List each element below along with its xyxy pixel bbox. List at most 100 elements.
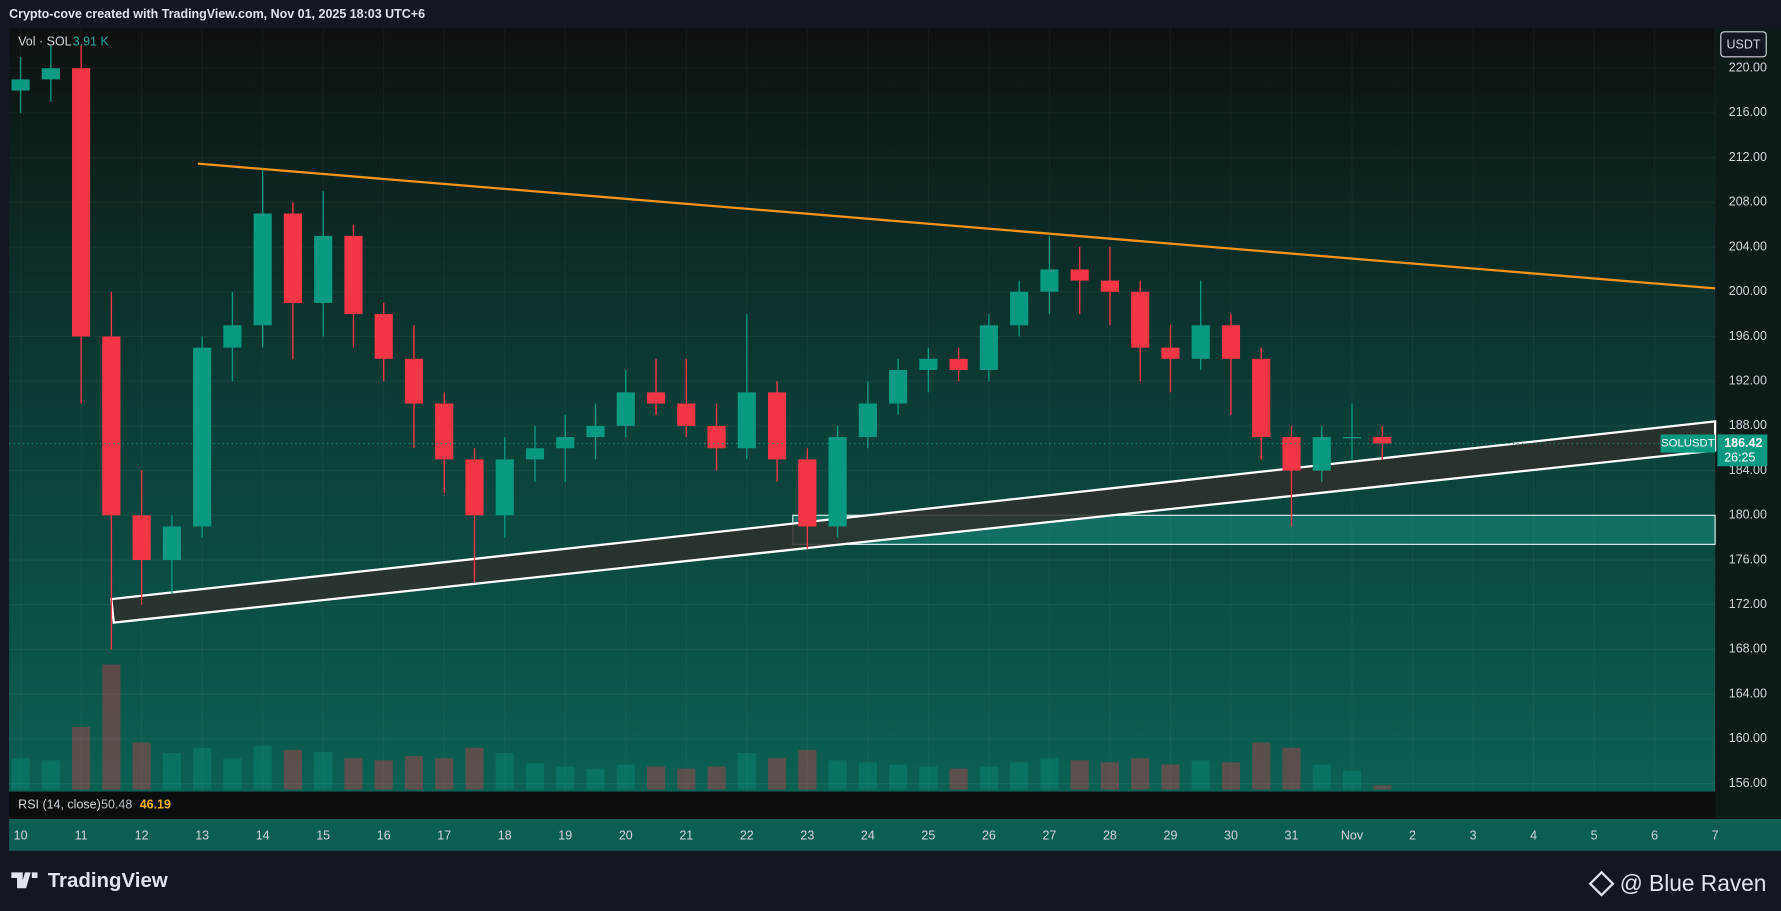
countdown: 26:25: [1724, 451, 1755, 465]
candle-body: [11, 79, 30, 91]
x-tick-label: 6: [1651, 828, 1658, 842]
volume-bar: [465, 747, 484, 790]
x-tick-label: 28: [1103, 828, 1117, 842]
currency-box[interactable]: [1720, 31, 1767, 58]
y-tick-label: 184.00: [1729, 463, 1767, 477]
volume-bar: [1342, 770, 1362, 790]
y-tick-label: 156.00: [1729, 776, 1767, 790]
price-axis: [1715, 28, 1781, 819]
candle-body: [465, 459, 484, 516]
volume-bar: [919, 766, 938, 790]
candle-body: [1312, 437, 1331, 471]
candle-body: [919, 358, 938, 370]
volume-bar: [193, 747, 212, 790]
volume-bar: [41, 760, 60, 790]
volume-bar: [253, 745, 272, 790]
candle-body: [1161, 347, 1180, 359]
y-tick-label: 192.00: [1729, 373, 1767, 387]
volume-bar: [132, 742, 151, 790]
candle-body: [858, 403, 877, 438]
credit: @ Blue Raven: [1620, 870, 1767, 896]
volume-bar: [1221, 762, 1241, 790]
volume-bar: [344, 758, 363, 790]
candle-body: [889, 369, 908, 404]
candle-body: [616, 392, 635, 426]
y-tick-label: 160.00: [1729, 731, 1767, 745]
x-tick-label: 24: [861, 828, 875, 842]
rsi-pane: [9, 791, 1716, 819]
x-tick-label: 3: [1470, 828, 1477, 842]
brand: TradingView: [48, 869, 168, 892]
volume-bar: [677, 768, 696, 790]
x-tick-label: 30: [1224, 828, 1238, 842]
candle-body: [737, 392, 756, 449]
x-tick-label: 18: [498, 828, 512, 842]
volume-bar: [1131, 758, 1150, 790]
candle-body: [495, 459, 514, 516]
x-tick-label: 15: [316, 828, 330, 842]
candle-body: [283, 213, 302, 303]
candle-body: [949, 358, 968, 370]
volume-bar: [11, 758, 30, 790]
x-tick-label: 11: [75, 828, 88, 842]
last-price: 186.42: [1724, 436, 1762, 450]
volume-bar: [707, 766, 726, 790]
volume-bar: [737, 752, 756, 790]
y-tick-label: 200.00: [1729, 284, 1767, 298]
rsi-legend: RSI (14, close): [18, 798, 101, 812]
volume-legend: Vol · SOL: [18, 34, 71, 48]
y-tick-label: 216.00: [1729, 105, 1767, 119]
x-tick-label: 27: [1042, 828, 1056, 842]
y-tick-label: 220.00: [1729, 61, 1767, 75]
candle-body: [525, 448, 545, 460]
candle-body: [586, 425, 605, 438]
candle-body: [132, 515, 151, 561]
candle-body: [1252, 358, 1271, 438]
volume-bar: [646, 766, 666, 790]
header-bar: [0, 0, 1781, 28]
volume-bar: [495, 752, 514, 790]
credit-icon: [1588, 870, 1615, 897]
candle-body: [193, 347, 212, 527]
x-tick-label: Nov: [1341, 828, 1364, 842]
candle-body: [435, 403, 454, 460]
candle-body: [646, 392, 666, 404]
candle-body: [102, 336, 121, 516]
symbol-label: SOLUSDT: [1661, 438, 1715, 450]
candle-body: [1131, 291, 1150, 348]
volume-bar: [798, 749, 817, 790]
candle-body: [979, 325, 998, 370]
candle-body: [41, 68, 60, 80]
candle-body: [1070, 269, 1089, 281]
candle-body: [707, 425, 726, 449]
x-tick-label: 16: [377, 828, 391, 842]
candle-body: [1040, 269, 1059, 292]
x-tick-label: 2: [1409, 828, 1416, 842]
candle-body: [253, 213, 272, 326]
volume-bar: [1373, 785, 1392, 790]
x-tick-label: 29: [1164, 828, 1178, 842]
candle-body: [162, 526, 181, 561]
candle-body: [1191, 325, 1210, 359]
y-tick-label: 212.00: [1729, 150, 1767, 164]
x-tick-label: 23: [800, 828, 814, 842]
x-tick-label: 17: [437, 828, 451, 842]
x-tick-label: 22: [740, 828, 754, 842]
volume-bar: [1100, 762, 1120, 790]
candle-body: [72, 68, 91, 337]
candle-body: [798, 459, 817, 527]
rsi-value: 50.48: [101, 798, 132, 812]
volume-bar: [1040, 758, 1059, 790]
volume-bar: [1312, 764, 1331, 790]
x-tick-label: 25: [921, 828, 935, 842]
candle-body: [223, 325, 242, 348]
y-tick-label: 164.00: [1729, 686, 1767, 700]
volume-bar: [828, 760, 847, 790]
price-tag: [1717, 434, 1768, 467]
volume-bar: [72, 726, 91, 790]
candle-body: [556, 437, 575, 449]
volume-bar: [979, 766, 998, 790]
x-tick-label: 20: [619, 828, 633, 842]
volume-bar: [435, 758, 454, 790]
